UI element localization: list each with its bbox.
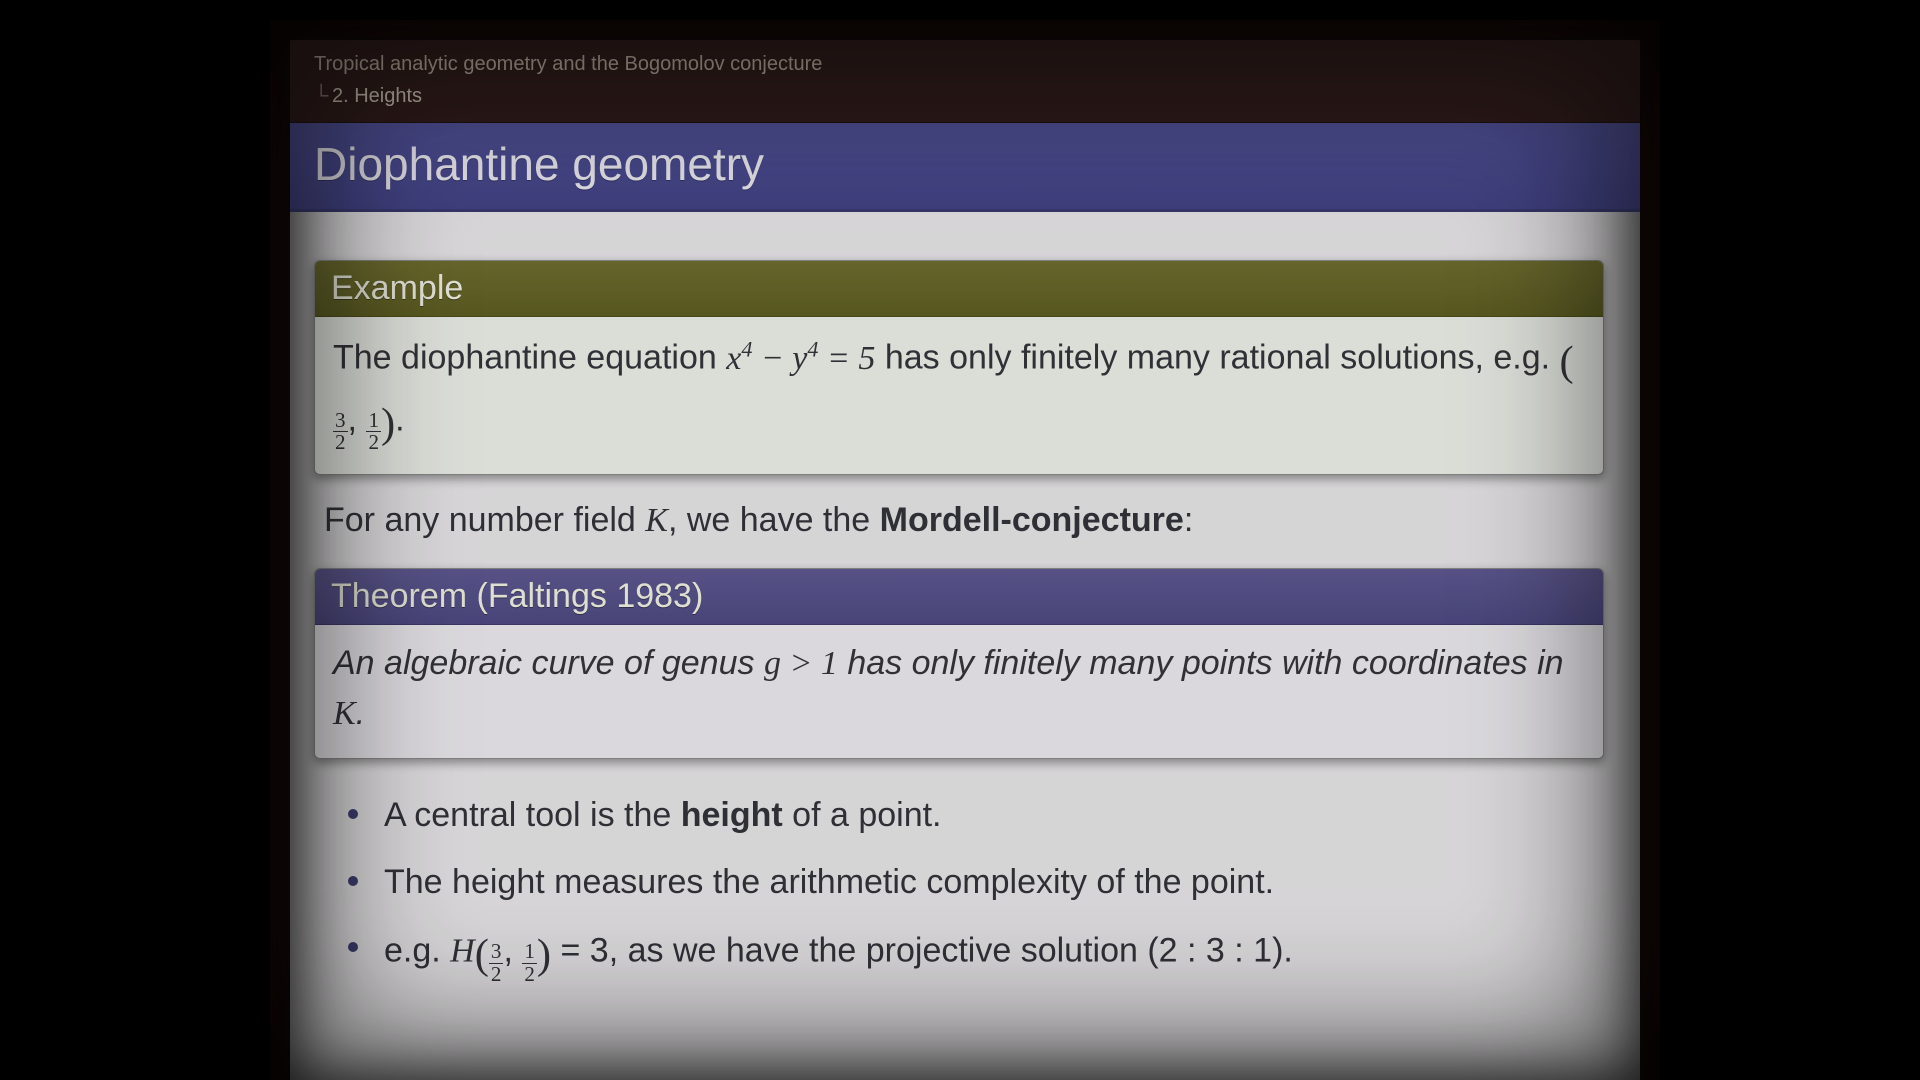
breadcrumb: Tropical analytic geometry and the Bogom…: [290, 40, 1640, 123]
fraction: 32: [333, 410, 348, 453]
list-item: A central tool is the height of a point.: [364, 789, 1594, 842]
lparen-icon: (: [475, 931, 489, 978]
example-text-mid: has only finitely many rational solution…: [885, 339, 1560, 377]
bullet3-eq: = 3, as we have the projective solution …: [551, 932, 1293, 970]
breadcrumb-sub: 2. Heights: [314, 80, 1616, 112]
theorem-g: g > 1: [764, 645, 838, 682]
example-text-prefix: The diophantine equation: [333, 339, 726, 377]
bullet-list: A central tool is the height of a point.…: [314, 789, 1604, 988]
theorem-header: Theorem (Faltings 1983): [315, 569, 1603, 625]
bullet1-bold: height: [681, 796, 783, 834]
slide-title: Diophantine geometry: [290, 123, 1640, 212]
list-item: e.g. H(32, 12) = 3, as we have the proje…: [364, 922, 1594, 988]
example-block: Example The diophantine equation x4 − y4…: [314, 260, 1604, 475]
example-equation: x4 − y4 = 5: [726, 340, 875, 377]
interline-K: K: [645, 502, 668, 539]
example-header: Example: [315, 261, 1603, 317]
slide-body: Example The diophantine equation x4 − y4…: [290, 212, 1640, 1022]
theorem-K: K: [333, 695, 356, 732]
theorem-block: Theorem (Faltings 1983) An algebraic cur…: [314, 568, 1604, 759]
bullet3-H: H: [450, 933, 475, 970]
lparen-icon: (: [1560, 338, 1574, 385]
fraction: 12: [366, 410, 381, 453]
theorem-content: An algebraic curve of genus g > 1 has on…: [315, 625, 1603, 758]
fraction: 12: [522, 941, 537, 984]
bullet1-pre: A central tool is the: [384, 796, 681, 834]
interline-bold: Mordell-conjecture: [880, 501, 1184, 539]
interline-suffix: :: [1184, 501, 1193, 539]
theorem-mid: has only finitely many points with coord…: [838, 644, 1564, 682]
breadcrumb-top: Tropical analytic geometry and the Bogom…: [314, 53, 822, 75]
interline-text: For any number field K, we have the Mord…: [324, 501, 1594, 540]
slide: Tropical analytic geometry and the Bogom…: [290, 40, 1640, 1080]
interline-prefix: For any number field: [324, 501, 645, 539]
example-content: The diophantine equation x4 − y4 = 5 has…: [315, 317, 1603, 474]
interline-mid: , we have the: [668, 501, 880, 539]
theorem-suffix: .: [356, 694, 365, 732]
rparen-icon: ): [537, 931, 551, 978]
bullet3-pre: e.g.: [384, 932, 450, 970]
example-text-suffix: .: [395, 400, 404, 438]
list-item: The height measures the arithmetic compl…: [364, 856, 1594, 909]
rparen-icon: ): [381, 400, 395, 447]
bullet1-post: of a point.: [783, 796, 942, 834]
bullet2-text: The height measures the arithmetic compl…: [384, 863, 1274, 901]
fraction: 32: [489, 941, 504, 984]
theorem-prefix: An algebraic curve of genus: [333, 644, 764, 682]
projection-stage: Tropical analytic geometry and the Bogom…: [270, 20, 1660, 1080]
